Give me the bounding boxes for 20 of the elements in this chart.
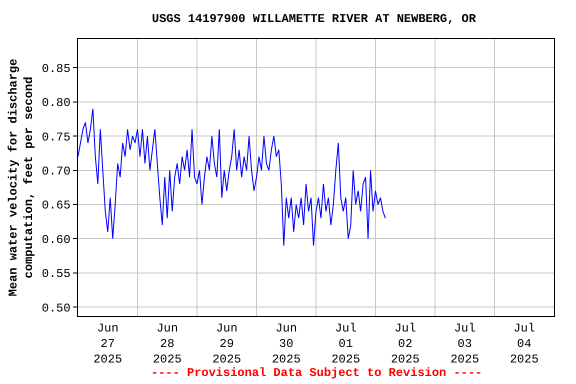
x-tick-label: Jul 03 2025 <box>450 321 480 367</box>
y-tick-label: 0.65 <box>42 198 71 213</box>
x-tick-label: Jun 28 2025 <box>152 321 182 367</box>
x-tick-label: Jun 30 2025 <box>272 321 301 367</box>
line-series <box>78 108 386 246</box>
x-tick-label: Jul 02 2025 <box>390 321 420 367</box>
x-tick-label: Jun 29 2025 <box>212 321 242 367</box>
y-axis-title: Mean water velocity for discharge computation, feet per second <box>6 58 36 296</box>
y-tick-label: 0.55 <box>42 267 71 282</box>
y-tick-label: 0.85 <box>42 62 71 76</box>
x-tick-label: Jul 04 2025 <box>510 321 539 367</box>
y-tick-label: 0.80 <box>42 96 71 110</box>
text: ---- Provisional Data Subject to Revision ---- <box>151 366 482 380</box>
y-tick-label: 0.50 <box>42 301 71 316</box>
y-tick-label: 0.70 <box>42 164 71 179</box>
x-tick-label: Jun 27 2025 <box>93 321 122 367</box>
x-tick-label: Jul 01 2025 <box>331 321 360 367</box>
y-tick-label: 0.75 <box>42 130 71 144</box>
y-tick-label: 0.60 <box>42 232 71 247</box>
chart-title: USGS 14197900 WILLAMETTE RIVER AT NEWBERG, OR <box>152 12 477 26</box>
